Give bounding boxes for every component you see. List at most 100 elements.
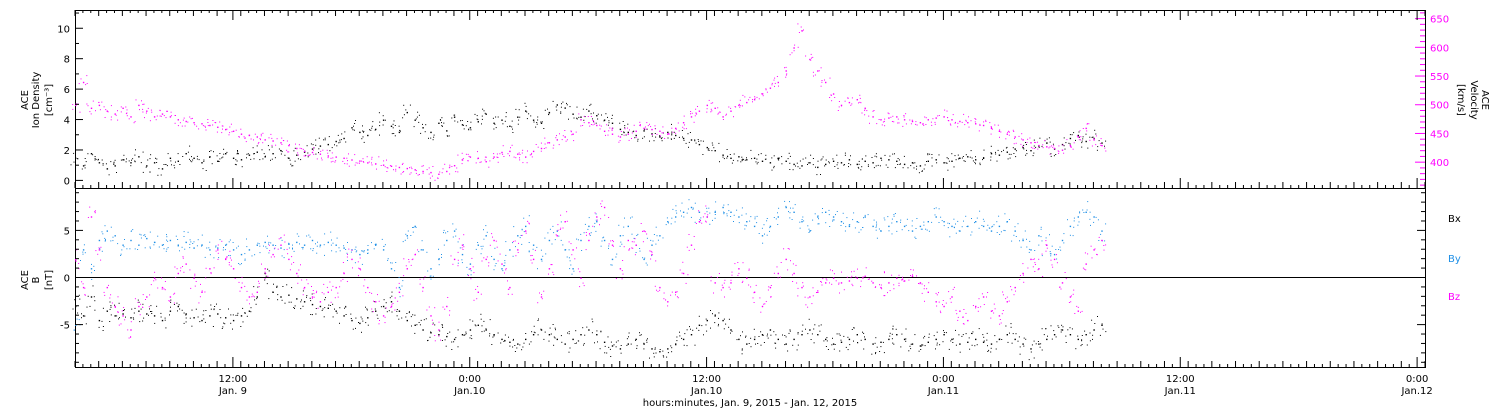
field-bz-series-jitter	[473, 299, 475, 301]
field-by-series-jitter	[301, 247, 303, 248]
velocity-series-jitter	[103, 106, 105, 108]
field-by-series-point	[453, 230, 456, 232]
velocity-series-jitter	[230, 123, 232, 125]
velocity-series-jitter	[838, 106, 840, 108]
velocity-series-jitter	[170, 111, 172, 113]
velocity-series-jitter	[85, 84, 87, 86]
field-bz-series-jitter	[394, 297, 396, 299]
field-bx-series-jitter	[782, 334, 783, 336]
density-series-point	[880, 157, 882, 159]
density-series-jitter	[1007, 158, 1009, 160]
field-by-series-point	[106, 230, 108, 232]
velocity-series-point	[730, 110, 732, 112]
field-bz-series-jitter	[280, 237, 282, 238]
velocity-series-jitter	[268, 137, 270, 139]
velocity-series-jitter	[803, 29, 804, 31]
field-bz-series-point	[272, 253, 274, 256]
field-bz-series-jitter	[289, 269, 291, 271]
field-bx-series-jitter	[592, 321, 594, 323]
velocity-series-point	[967, 122, 969, 124]
density-series-jitter	[573, 117, 575, 119]
field-bz-series-jitter	[291, 263, 293, 265]
field-bx-series-jitter	[232, 328, 233, 330]
velocity-series-jitter	[820, 67, 822, 69]
velocity-tick-label: 600	[1430, 43, 1449, 54]
density-series-point	[209, 156, 211, 158]
density-series-jitter	[424, 131, 426, 133]
velocity-series-jitter	[1048, 147, 1050, 149]
density-series-jitter	[399, 129, 401, 131]
velocity-series-jitter	[457, 154, 459, 156]
velocity-series-jitter	[1034, 148, 1036, 149]
density-series-jitter	[654, 133, 656, 134]
velocity-series-jitter	[985, 121, 987, 122]
field-by-series-jitter	[986, 229, 988, 231]
field-by-series-point	[272, 244, 274, 246]
field-bx-series-jitter	[1058, 326, 1060, 328]
field-bz-series-jitter	[505, 268, 507, 270]
field-bz-series-point	[572, 249, 574, 251]
density-series-jitter	[627, 123, 629, 125]
velocity-series-point	[769, 87, 772, 89]
density-series-jitter	[789, 162, 791, 164]
field-bx-series-jitter	[445, 345, 447, 347]
field-bx-series-jitter	[537, 320, 539, 321]
density-series-jitter	[755, 161, 757, 163]
field-bx-series-jitter	[1041, 349, 1043, 351]
velocity-series-jitter	[1070, 146, 1071, 148]
field-bx-series-jitter	[489, 335, 490, 337]
field-bz-series-jitter	[841, 271, 842, 273]
field-bx-series-jitter	[653, 352, 655, 354]
field-bz-series-jitter	[923, 288, 925, 290]
field-by-series-jitter	[83, 244, 85, 246]
velocity-series-jitter	[393, 169, 394, 171]
field-bz-series-jitter	[962, 316, 964, 318]
field-bz-series	[75, 200, 1107, 342]
field-bz-series-jitter	[975, 307, 977, 309]
density-series-jitter	[353, 125, 354, 127]
field-bx-series-jitter	[882, 341, 884, 343]
field-by-series-jitter	[581, 250, 583, 251]
field-bz-series-jitter	[612, 240, 614, 241]
velocity-series-jitter	[431, 175, 433, 177]
field-bz-series-jitter	[403, 258, 405, 260]
field-bx-series-jitter	[284, 302, 286, 304]
field-by-series-jitter	[528, 250, 530, 252]
density-series-jitter	[323, 139, 325, 141]
field-by-series-jitter	[715, 201, 717, 203]
velocity-series-jitter	[583, 122, 585, 124]
velocity-series-jitter	[545, 147, 547, 149]
field-bx-series-jitter	[568, 331, 570, 333]
field-by-series-jitter	[1097, 219, 1099, 221]
field-by-series-jitter	[1067, 219, 1068, 221]
field-bz-series-jitter	[507, 280, 508, 282]
field-bz-series-jitter	[480, 293, 482, 295]
density-series-jitter	[307, 152, 309, 154]
field-by-series-jitter	[166, 236, 168, 238]
field-bz-series-jitter	[402, 295, 404, 297]
field-bx-series-jitter	[785, 336, 787, 338]
velocity-series-jitter	[125, 106, 127, 108]
velocity-series-jitter	[631, 138, 632, 139]
velocity-series-point	[572, 133, 574, 135]
field-bz-series-point	[280, 244, 282, 246]
field-bz-series-jitter	[440, 339, 441, 341]
field-by-series-jitter	[407, 230, 409, 232]
field-bx-series-jitter	[543, 338, 545, 340]
field-by-series-jitter	[452, 223, 454, 225]
field-by-series-jitter	[818, 223, 820, 225]
density-series-jitter	[903, 155, 905, 157]
velocity-series-jitter	[170, 115, 172, 117]
density-series-jitter	[179, 164, 181, 165]
field-bz-series-jitter	[730, 279, 732, 281]
field-by-series-jitter	[565, 249, 567, 251]
field-bz-series-point	[1085, 263, 1087, 265]
field-by-series-point	[343, 247, 345, 249]
density-series-jitter	[990, 156, 992, 158]
field-bx-series-jitter	[935, 348, 936, 350]
velocity-series-jitter	[878, 119, 880, 120]
field-by-series-jitter	[418, 251, 420, 253]
field-bx-series-jitter	[350, 318, 352, 319]
density-series-point	[240, 159, 243, 161]
velocity-series-point	[1030, 142, 1032, 144]
